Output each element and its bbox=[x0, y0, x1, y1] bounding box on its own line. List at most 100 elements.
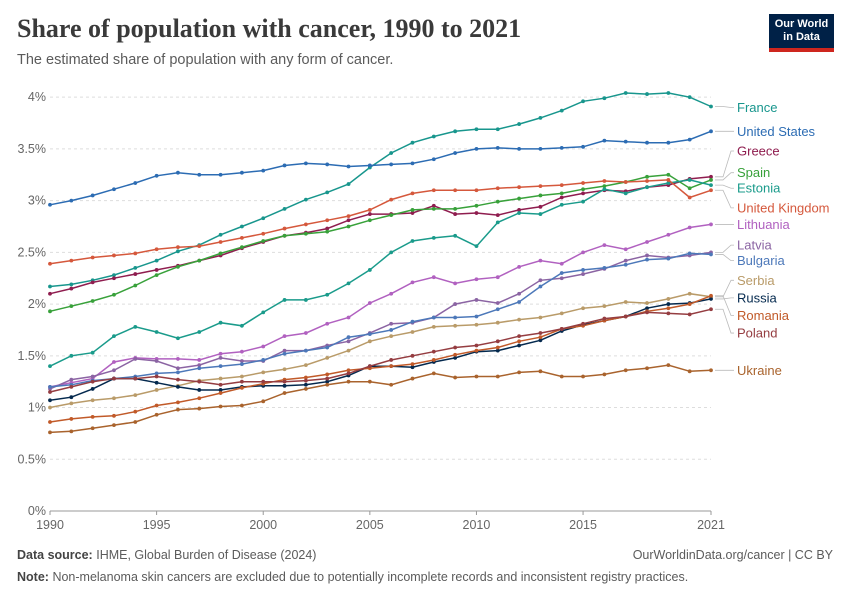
data-point bbox=[367, 364, 372, 369]
legend-label-spain[interactable]: Spain bbox=[737, 165, 770, 180]
legend-label-estonia[interactable]: Estonia bbox=[737, 181, 781, 196]
legend-label-ukraine[interactable]: Ukraine bbox=[737, 363, 782, 378]
source-label: Data source: bbox=[17, 548, 93, 562]
series-estonia[interactable] bbox=[48, 178, 713, 369]
series-united-kingdom[interactable] bbox=[48, 178, 713, 266]
legend-label-greece[interactable]: Greece bbox=[737, 143, 780, 158]
data-point bbox=[176, 264, 180, 269]
legend-label-bulgaria[interactable]: Bulgaria bbox=[737, 253, 785, 268]
series-bulgaria[interactable] bbox=[48, 251, 713, 389]
legend-label-latvia[interactable]: Latvia bbox=[737, 238, 772, 253]
data-point bbox=[176, 384, 180, 389]
data-point bbox=[602, 265, 607, 270]
legend-label-russia[interactable]: Russia bbox=[737, 290, 778, 305]
legend-label-united-kingdom[interactable]: United Kingdom bbox=[737, 200, 830, 215]
series-poland[interactable] bbox=[48, 307, 713, 394]
x-axis: 1990 1995 2000 2005 2010 2015 2021 bbox=[36, 510, 725, 532]
data-point bbox=[303, 231, 308, 236]
data-point bbox=[303, 363, 308, 368]
data-point bbox=[410, 211, 415, 215]
data-point bbox=[431, 207, 436, 211]
data-point bbox=[602, 184, 607, 189]
data-point bbox=[559, 145, 564, 150]
data-point bbox=[282, 351, 287, 356]
series-line-latvia[interactable] bbox=[49, 251, 712, 390]
data-point bbox=[623, 180, 628, 184]
data-point bbox=[410, 239, 415, 243]
data-point bbox=[325, 355, 330, 360]
data-point bbox=[69, 198, 74, 203]
series-serbia[interactable] bbox=[48, 291, 713, 410]
legend-label-romania[interactable]: Romania bbox=[737, 308, 790, 323]
owid-logo[interactable]: Our World in Data bbox=[769, 14, 834, 52]
series-russia[interactable] bbox=[48, 297, 713, 403]
series-latvia[interactable] bbox=[48, 250, 713, 391]
data-point bbox=[90, 350, 95, 355]
data-point bbox=[410, 330, 415, 334]
data-point bbox=[133, 181, 138, 185]
series-line-ukraine[interactable] bbox=[49, 364, 712, 434]
data-point bbox=[687, 312, 692, 317]
y-tick-label: 4% bbox=[28, 90, 46, 104]
data-point bbox=[367, 218, 372, 223]
series-greece[interactable] bbox=[48, 174, 713, 296]
series-ukraine[interactable] bbox=[48, 363, 713, 435]
data-point bbox=[282, 391, 287, 395]
source-text[interactable]: IHME, Global Burden of Disease (2024) bbox=[96, 548, 317, 562]
data-point bbox=[48, 309, 52, 314]
data-point bbox=[559, 311, 564, 316]
series-line-united-kingdom[interactable] bbox=[49, 179, 712, 265]
series-line-serbia[interactable] bbox=[49, 292, 712, 409]
y-tick-label: 2% bbox=[28, 297, 46, 311]
data-point bbox=[581, 199, 585, 204]
data-point bbox=[709, 178, 713, 182]
series-line-france[interactable] bbox=[49, 92, 712, 288]
data-point bbox=[474, 298, 479, 302]
legend-label-lithuania[interactable]: Lithuania bbox=[737, 217, 791, 232]
data-point bbox=[538, 335, 543, 340]
data-point bbox=[474, 127, 479, 132]
legend-label-united-states[interactable]: United States bbox=[737, 124, 816, 139]
data-point bbox=[261, 310, 266, 315]
data-point bbox=[325, 379, 330, 384]
data-point bbox=[69, 417, 74, 421]
data-point bbox=[623, 91, 628, 95]
y-tick-label: 0% bbox=[28, 504, 46, 518]
data-point bbox=[687, 369, 692, 374]
data-point bbox=[69, 429, 74, 434]
series-romania[interactable] bbox=[48, 293, 713, 424]
legend-label-poland[interactable]: Poland bbox=[737, 326, 777, 341]
data-point bbox=[453, 375, 458, 380]
series-lithuania[interactable] bbox=[48, 222, 713, 389]
data-point bbox=[709, 129, 713, 134]
legend-connector bbox=[715, 308, 734, 334]
y-tick-label: 3.5% bbox=[18, 142, 47, 156]
data-point bbox=[666, 363, 671, 368]
series-united-states[interactable] bbox=[48, 129, 713, 207]
data-point bbox=[431, 188, 436, 193]
series-line-greece[interactable] bbox=[49, 176, 712, 295]
data-point bbox=[367, 212, 372, 216]
series-france[interactable] bbox=[48, 91, 713, 289]
data-point bbox=[48, 364, 52, 369]
series-spain[interactable] bbox=[48, 172, 713, 314]
data-point bbox=[133, 251, 138, 256]
owid-link[interactable]: OurWorldinData.org/cancer | CC BY bbox=[632, 548, 833, 562]
series-line-poland[interactable] bbox=[49, 308, 712, 393]
data-point bbox=[687, 178, 692, 182]
series-line-lithuania[interactable] bbox=[49, 223, 712, 388]
data-point bbox=[197, 330, 202, 334]
series-line-united-states[interactable] bbox=[49, 130, 712, 206]
series-line-romania[interactable] bbox=[49, 295, 712, 423]
data-point bbox=[197, 396, 202, 401]
data-point bbox=[112, 253, 116, 258]
data-point bbox=[517, 334, 521, 339]
series-line-estonia[interactable] bbox=[49, 179, 712, 367]
data-point bbox=[346, 182, 351, 186]
series-line-spain[interactable] bbox=[49, 174, 712, 313]
legend-label-france[interactable]: France bbox=[737, 100, 777, 115]
data-point bbox=[282, 163, 287, 168]
series-line-russia[interactable] bbox=[49, 298, 712, 402]
legend-label-serbia[interactable]: Serbia bbox=[737, 273, 775, 288]
series-line-bulgaria[interactable] bbox=[49, 252, 712, 388]
